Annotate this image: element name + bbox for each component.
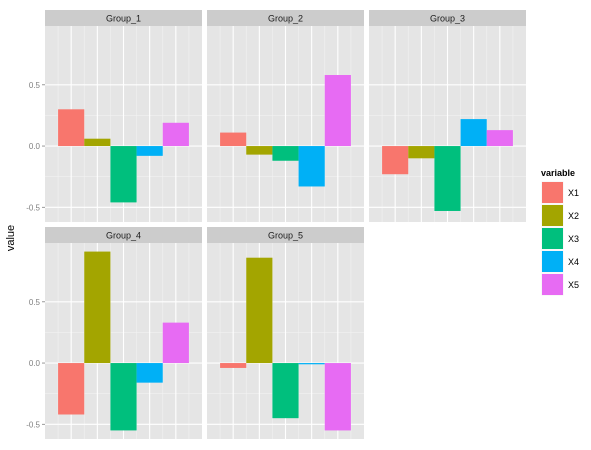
bar-x3 (434, 146, 461, 211)
facet-panel-group_3: Group_3 (369, 10, 526, 222)
bar-x5 (162, 322, 189, 364)
legend-label: X3 (568, 234, 579, 244)
bar-x4 (460, 119, 487, 147)
legend-title: variable (541, 168, 575, 178)
bar-x1 (220, 363, 247, 368)
facet-strip (369, 10, 526, 26)
bar-x1 (58, 109, 85, 147)
bar-x2 (84, 251, 111, 364)
bar-x1 (220, 132, 247, 147)
legend-swatch-x5 (542, 274, 563, 295)
y-tick-label: 0.5 (29, 298, 41, 307)
y-tick-label: -0.5 (26, 420, 40, 429)
y-axis-label: value (5, 225, 17, 251)
bar-x4 (136, 146, 163, 156)
legend-swatch-x4 (542, 251, 563, 272)
legend-label: X1 (568, 188, 579, 198)
bar-x4 (298, 363, 325, 365)
bar-x1 (58, 363, 85, 415)
y-tick-label: 0.0 (29, 142, 41, 151)
legend-label: X4 (568, 257, 579, 267)
facet-strip-title: Group_1 (106, 14, 141, 24)
bar-x2 (246, 146, 273, 155)
facet-panel-group_5: Group_5 (207, 227, 364, 439)
bar-x5 (324, 75, 351, 147)
bar-x2 (246, 257, 273, 364)
legend: variable X1 X2 X3 X4 X5 (540, 168, 579, 297)
facet-panel-group_1: Group_1 -0.5 0.0 0.5 (26, 10, 202, 222)
bar-x2 (84, 138, 111, 147)
facet-strip-title: Group_2 (268, 14, 303, 24)
bar-x5 (486, 130, 513, 147)
y-tick-label: 0.5 (29, 81, 41, 90)
bar-x4 (136, 363, 163, 383)
bar-x3 (272, 146, 299, 161)
facet-strip-title: Group_4 (106, 231, 141, 241)
legend-label: X2 (568, 211, 579, 221)
facet-panels: Group_1 -0.5 0.0 0.5 Group_2 Group_3 Group_4 -0… (26, 10, 526, 439)
bar-x1 (382, 146, 409, 175)
bar-x3 (110, 363, 137, 431)
facet-strip (207, 10, 364, 26)
legend-swatch-x2 (542, 205, 563, 226)
facet-strip (207, 227, 364, 243)
bar-x3 (110, 146, 137, 203)
y-tick-label: -0.5 (26, 203, 40, 212)
bar-x5 (162, 122, 189, 147)
facet-strip-title: Group_5 (268, 231, 303, 241)
bar-x2 (408, 146, 435, 159)
bar-x3 (272, 363, 299, 419)
facet-strip (45, 227, 202, 243)
legend-label: X5 (568, 280, 579, 290)
bar-x5 (324, 363, 351, 431)
facet-panel-group_4: Group_4 -0.5 0.0 0.5 (26, 227, 202, 439)
facet-strip (45, 10, 202, 26)
legend-swatch-x3 (542, 228, 563, 249)
legend-swatch-x1 (542, 182, 563, 203)
y-tick-label: 0.0 (29, 359, 41, 368)
facet-strip-title: Group_3 (430, 14, 465, 24)
bar-x4 (298, 146, 325, 187)
facet-panel-group_2: Group_2 (207, 10, 364, 222)
